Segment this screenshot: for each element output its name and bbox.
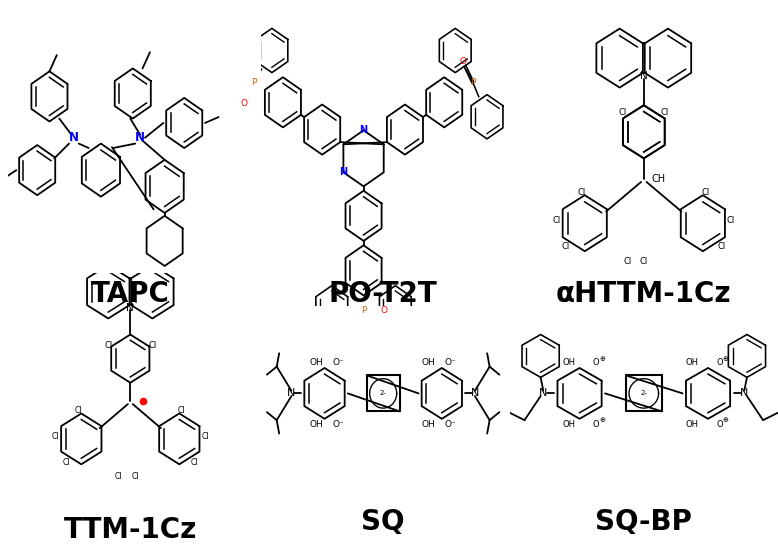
Text: ⊕: ⊕: [723, 417, 728, 423]
Text: O⁻: O⁻: [332, 420, 344, 429]
Text: N: N: [740, 388, 748, 399]
Text: P: P: [251, 78, 257, 87]
Text: Cl: Cl: [640, 257, 648, 266]
Text: αHTTM-1Cz: αHTTM-1Cz: [556, 280, 731, 308]
Text: Cl: Cl: [178, 406, 185, 416]
Text: OH: OH: [685, 358, 699, 367]
Text: N: N: [359, 126, 368, 135]
Text: O: O: [593, 358, 600, 367]
Text: Cl: Cl: [623, 257, 632, 266]
Text: O: O: [716, 420, 723, 429]
Text: N: N: [135, 131, 145, 144]
Text: Cl: Cl: [619, 108, 627, 117]
Text: N: N: [640, 71, 647, 81]
Text: SQ-BP: SQ-BP: [595, 508, 692, 536]
Text: N: N: [339, 167, 348, 177]
Text: P: P: [470, 78, 475, 87]
Text: OH: OH: [685, 420, 699, 429]
Text: N: N: [287, 388, 296, 399]
Text: O: O: [380, 306, 387, 314]
Text: N: N: [127, 303, 134, 313]
Text: Cl: Cl: [661, 108, 669, 117]
Text: OH: OH: [422, 358, 435, 367]
Text: O: O: [716, 358, 723, 367]
Text: SQ: SQ: [362, 508, 405, 536]
Text: 2-: 2-: [380, 390, 387, 396]
Text: TTM-1Cz: TTM-1Cz: [64, 516, 197, 544]
Text: OH: OH: [562, 420, 575, 429]
Text: Cl: Cl: [727, 216, 735, 225]
Text: PO-T2T: PO-T2T: [329, 280, 437, 308]
Text: O⁻: O⁻: [444, 358, 456, 367]
Text: Cl: Cl: [702, 188, 710, 197]
Text: Cl: Cl: [202, 432, 209, 441]
Text: N: N: [539, 388, 548, 399]
Text: O: O: [459, 57, 466, 66]
Text: Cl: Cl: [552, 216, 561, 225]
Text: OH: OH: [562, 358, 575, 367]
Text: OH: OH: [309, 420, 323, 429]
Text: Cl: Cl: [562, 242, 570, 251]
Text: Cl: Cl: [75, 406, 82, 416]
Text: Cl: Cl: [578, 188, 586, 197]
Text: 2-: 2-: [640, 390, 647, 396]
Text: Cl: Cl: [191, 459, 198, 467]
Text: OH: OH: [309, 358, 323, 367]
Text: ⊕: ⊕: [723, 355, 728, 361]
Text: Cl: Cl: [717, 242, 726, 251]
Text: Cl: Cl: [131, 472, 139, 481]
Text: Cl: Cl: [114, 472, 122, 481]
Text: N: N: [471, 388, 479, 399]
Text: Cl: Cl: [52, 432, 59, 441]
Text: O⁻: O⁻: [332, 358, 344, 367]
Text: ⊕: ⊕: [599, 417, 605, 423]
Text: TAPC: TAPC: [91, 280, 170, 308]
Text: OH: OH: [422, 420, 435, 429]
Text: Cl: Cl: [149, 341, 156, 350]
Text: N: N: [69, 131, 79, 144]
Text: Cl: Cl: [104, 341, 112, 350]
Text: ⊕: ⊕: [599, 355, 605, 361]
Text: O: O: [593, 420, 600, 429]
Text: O⁻: O⁻: [444, 420, 456, 429]
Text: Cl: Cl: [63, 459, 70, 467]
Text: O: O: [240, 99, 247, 108]
Text: P: P: [361, 306, 366, 314]
Text: CH: CH: [652, 174, 666, 184]
